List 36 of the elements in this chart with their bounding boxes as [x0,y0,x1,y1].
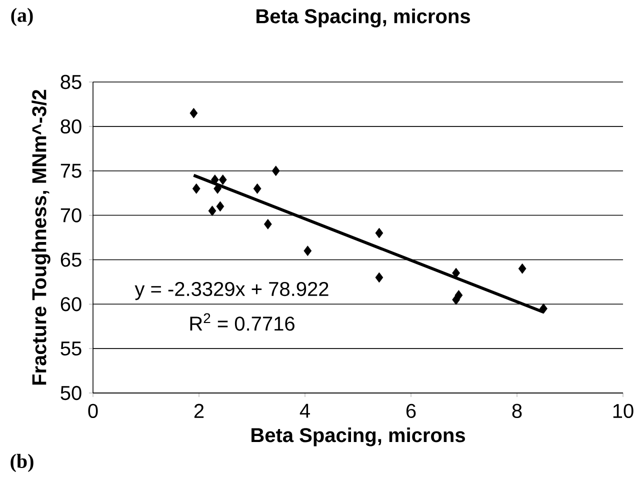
point [304,246,312,256]
y-tick-label: 50 [60,386,82,400]
x-tick-label: 2 [194,404,204,418]
point [216,201,224,212]
chart-title: Beta Spacing, microns [256,8,470,28]
point [264,218,272,230]
point [218,174,227,185]
point [208,206,216,216]
y-tick-label: 70 [60,208,82,222]
x-tick-label: 0 [88,404,98,418]
text: (a) [11,8,33,26]
y-tick-label: 60 [60,297,82,312]
y-tick-label: 65 [60,252,82,267]
point [540,303,548,314]
point [272,166,280,176]
point [375,228,384,238]
x-tick-label: 6 [406,404,416,418]
y-tick-label: 80 [60,119,82,134]
point [192,183,200,194]
y-tick-label: 75 [60,164,82,178]
point [190,108,198,118]
x-tick-label: 8 [512,404,522,418]
point [452,268,460,278]
point [454,290,463,300]
x-tick-label: 10 [613,404,634,418]
y-tick-label: 55 [60,342,82,356]
y-axis-title: Fracture Toughness, MNm^-3/2 [32,90,50,385]
point [375,272,384,283]
x-tick-label: 4 [300,404,310,418]
point [518,263,526,274]
annotation: y = -2.3329x + 78.922 [134,282,328,300]
point [253,183,262,194]
y-tick-label: 85 [60,74,82,90]
annotation: R$^{2}$ = 0.7716 [190,313,294,331]
text: (b) [10,454,34,472]
x-axis-title: Beta Spacing, microns [252,428,465,446]
